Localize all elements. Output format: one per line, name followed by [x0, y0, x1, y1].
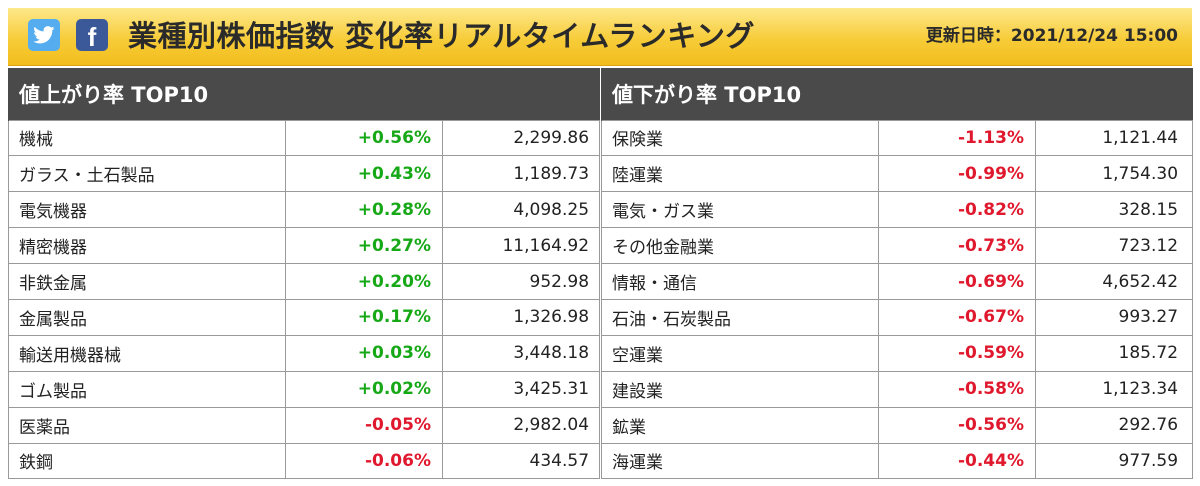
facebook-f-icon: f [87, 22, 97, 52]
sector-name: 保険業 [601, 119, 879, 157]
table-row: ガラス・土石製品 +0.43% 1,189.73 [8, 155, 601, 193]
change-rate: -0.56% [878, 406, 1036, 444]
sector-name: ガラス・土石製品 [8, 155, 286, 193]
index-value: 11,164.92 [441, 227, 601, 265]
index-value: 3,425.31 [441, 370, 601, 408]
change-rate: +0.43% [285, 155, 443, 193]
index-value: 952.98 [441, 263, 601, 300]
index-value: 993.27 [1034, 298, 1194, 336]
index-value: 1,754.30 [1034, 155, 1194, 193]
gainers-rows: 機械 +0.56% 2,299.86 ガラス・土石製品 +0.43% 1,189.73 電気… [8, 119, 601, 480]
table-row: 金属製品 +0.17% 1,326.98 [8, 298, 601, 336]
change-rate: -0.44% [878, 442, 1036, 480]
sector-name: 空運業 [601, 334, 879, 372]
twitter-bird-icon [33, 26, 55, 44]
index-value: 977.59 [1034, 442, 1194, 480]
change-rate: +0.20% [285, 263, 443, 300]
table-row: 鉄鋼 -0.06% 434.57 [8, 442, 601, 480]
sector-name: 電気・ガス業 [601, 191, 879, 229]
change-rate: -0.69% [878, 263, 1036, 300]
index-value: 2,299.86 [441, 119, 601, 157]
change-rate: -0.67% [878, 298, 1036, 336]
table-row: 医薬品 -0.05% 2,982.04 [8, 406, 601, 444]
change-rate: +0.02% [285, 370, 443, 408]
sector-name: 精密機器 [8, 227, 286, 265]
sector-name: 海運業 [601, 442, 879, 480]
index-value: 1,121.44 [1034, 119, 1194, 157]
change-rate: -0.59% [878, 334, 1036, 372]
index-value: 1,189.73 [441, 155, 601, 193]
update-timestamp: 更新日時：2021/12/24 15:00 [925, 26, 1178, 46]
gainers-table: 値上がり率 TOP10 機械 +0.56% 2,299.86 ガラス・土石製品 +0.4… [7, 68, 601, 480]
table-row: 建設業 -0.58% 1,123.34 [601, 370, 1194, 408]
sector-name: 機械 [8, 119, 286, 157]
index-value: 2,982.04 [441, 406, 601, 444]
sector-name: ゴム製品 [8, 370, 286, 408]
index-value: 4,652.42 [1034, 263, 1194, 300]
index-value: 328.15 [1034, 191, 1194, 229]
change-rate: +0.17% [285, 298, 443, 336]
change-rate: +0.56% [285, 119, 443, 157]
change-rate: -0.05% [285, 406, 443, 444]
table-row: 電気・ガス業 -0.82% 328.15 [601, 191, 1194, 229]
table-row: 鉱業 -0.56% 292.76 [601, 406, 1194, 444]
sector-name: 金属製品 [8, 298, 286, 336]
sector-name: 建設業 [601, 370, 879, 408]
change-rate: +0.03% [285, 334, 443, 372]
sector-name: 陸運業 [601, 155, 879, 193]
index-value: 723.12 [1034, 227, 1194, 265]
sector-name: 電気機器 [8, 191, 286, 229]
twitter-share-button[interactable] [28, 19, 60, 51]
sector-name: その他金融業 [601, 227, 879, 265]
sector-name: 輸送用機器械 [8, 334, 286, 372]
table-row: 石油・石炭製品 -0.67% 993.27 [601, 298, 1194, 336]
gainers-heading: 値上がり率 TOP10 [7, 68, 600, 120]
table-row: 精密機器 +0.27% 11,164.92 [8, 227, 601, 265]
change-rate: -0.73% [878, 227, 1036, 265]
index-value: 185.72 [1034, 334, 1194, 372]
change-rate: +0.27% [285, 227, 443, 265]
table-row: 海運業 -0.44% 977.59 [601, 442, 1194, 480]
table-row: 保険業 -1.13% 1,121.44 [601, 119, 1194, 157]
change-rate: +0.28% [285, 191, 443, 229]
table-row: 空運業 -0.59% 185.72 [601, 334, 1194, 372]
ranking-header: f 業種別株価指数 変化率リアルタイムランキング 更新日時：2021/12/24… [8, 8, 1192, 66]
table-row: 非鉄金属 +0.20% 952.98 [8, 263, 601, 300]
table-row: 電気機器 +0.28% 4,098.25 [8, 191, 601, 229]
index-value: 3,448.18 [441, 334, 601, 372]
table-row: 機械 +0.56% 2,299.86 [8, 119, 601, 157]
losers-heading: 値下がり率 TOP10 [600, 68, 1193, 120]
sector-name: 情報・通信 [601, 263, 879, 300]
sector-name: 非鉄金属 [8, 263, 286, 300]
change-rate: -0.58% [878, 370, 1036, 408]
sector-name: 鉄鋼 [8, 442, 286, 480]
facebook-share-button[interactable]: f [76, 19, 108, 52]
change-rate: -0.99% [878, 155, 1036, 193]
change-rate: -0.06% [285, 442, 443, 480]
table-row: 情報・通信 -0.69% 4,652.42 [601, 263, 1194, 300]
index-value: 1,326.98 [441, 298, 601, 336]
page-title: 業種別株価指数 変化率リアルタイムランキング [128, 19, 755, 53]
index-value: 4,098.25 [441, 191, 601, 229]
sector-name: 医薬品 [8, 406, 286, 444]
change-rate: -1.13% [878, 119, 1036, 157]
sector-name: 鉱業 [601, 406, 879, 444]
change-rate: -0.82% [878, 191, 1036, 229]
index-value: 434.57 [441, 442, 601, 480]
losers-rows: 保険業 -1.13% 1,121.44 陸運業 -0.99% 1,754.30 電気・ガス業… [601, 119, 1194, 480]
sector-name: 石油・石炭製品 [601, 298, 879, 336]
table-row: ゴム製品 +0.02% 3,425.31 [8, 370, 601, 408]
index-value: 1,123.34 [1034, 370, 1194, 408]
table-row: 陸運業 -0.99% 1,754.30 [601, 155, 1194, 193]
table-row: その他金融業 -0.73% 723.12 [601, 227, 1194, 265]
losers-table: 値下がり率 TOP10 保険業 -1.13% 1,121.44 陸運業 -0.99% 1,… [600, 68, 1194, 480]
index-value: 292.76 [1034, 406, 1194, 444]
table-row: 輸送用機器械 +0.03% 3,448.18 [8, 334, 601, 372]
